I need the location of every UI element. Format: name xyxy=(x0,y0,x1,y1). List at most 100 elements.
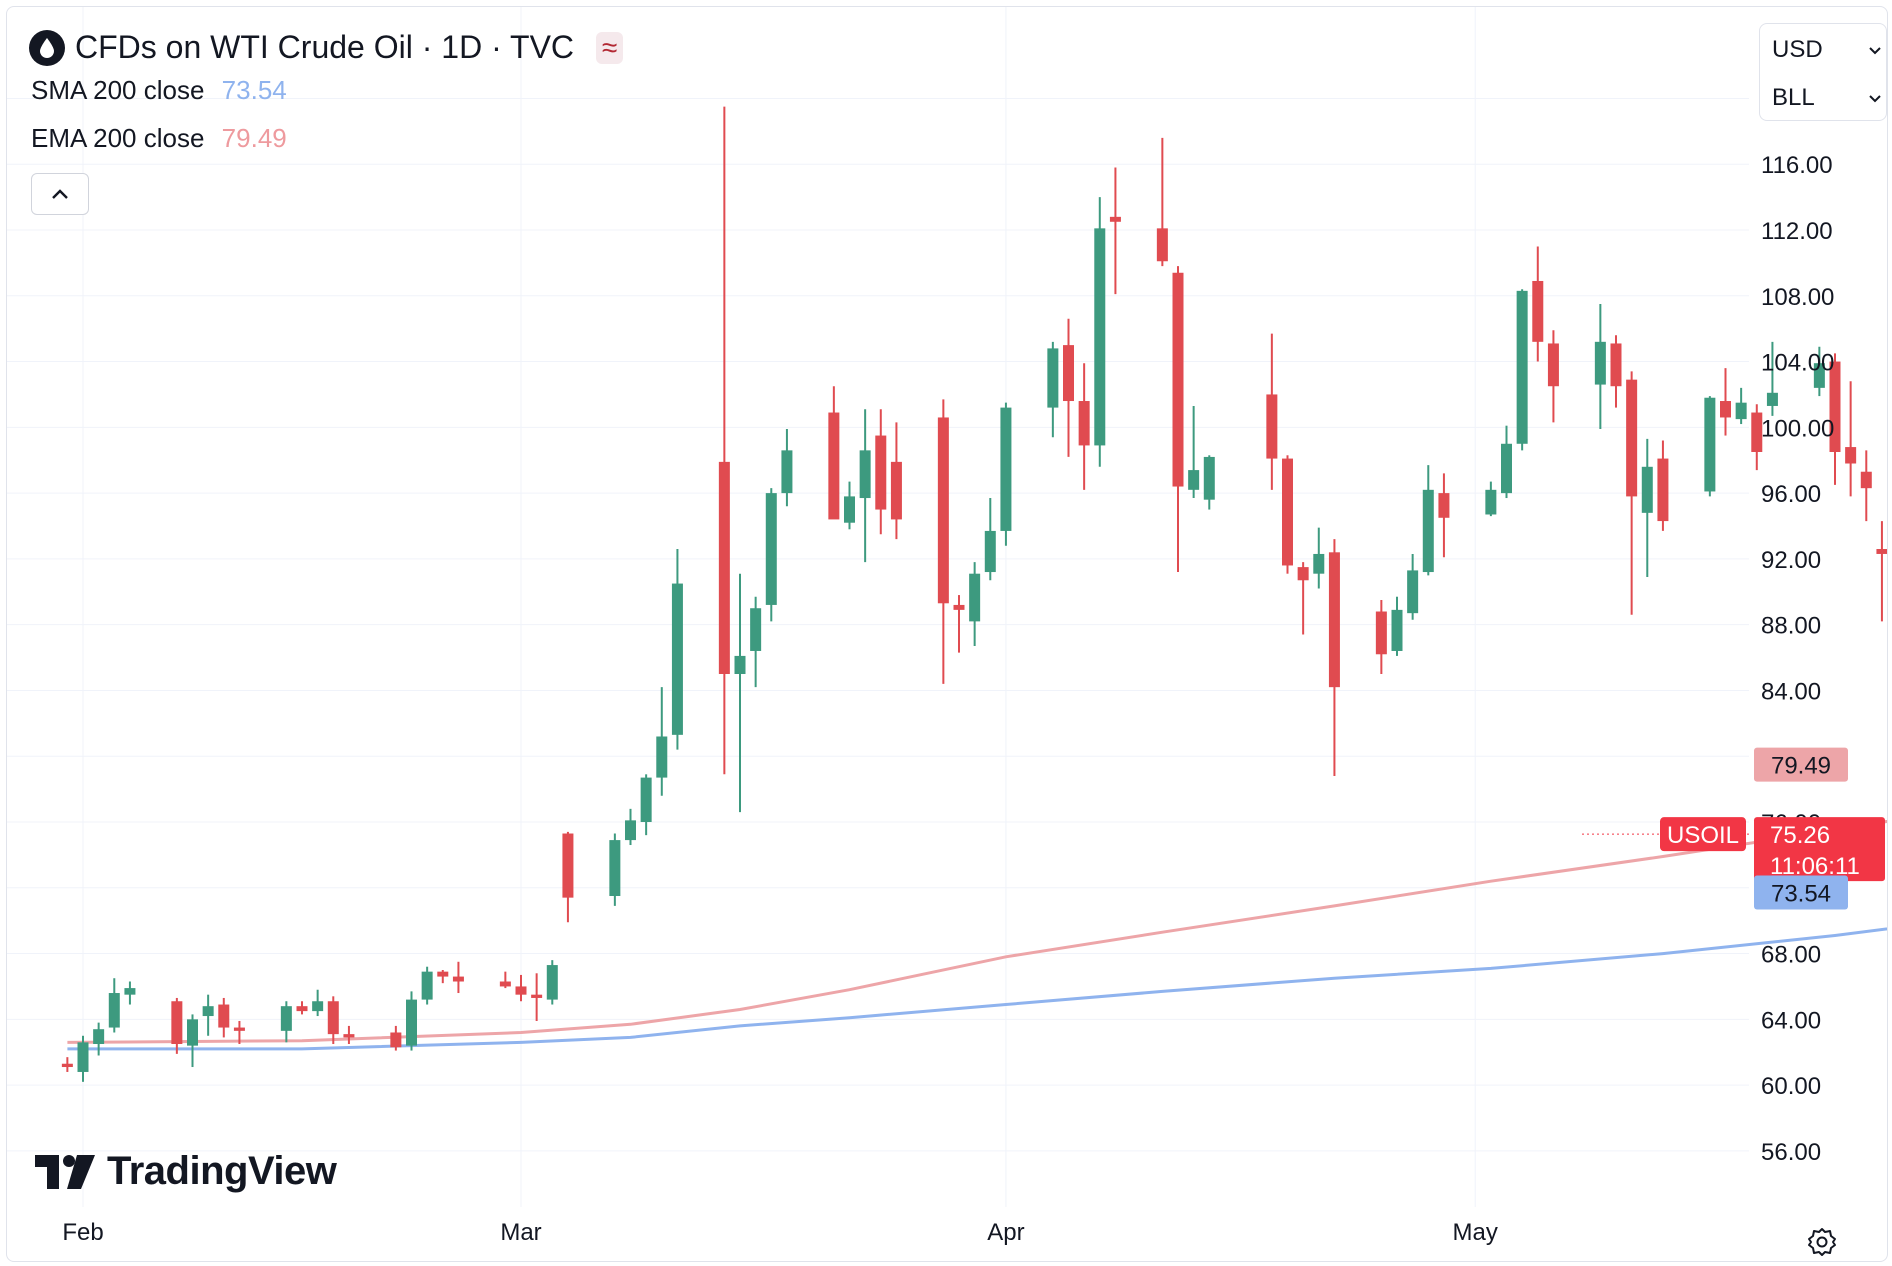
candle-body xyxy=(1109,216,1121,222)
ema-200-path xyxy=(67,819,1887,1044)
price-tick-label: 60.00 xyxy=(1761,1073,1821,1100)
candle xyxy=(609,833,621,906)
data-status-icon[interactable]: ≈ xyxy=(596,31,624,64)
time-tick-label: May xyxy=(1453,1219,1498,1246)
candle xyxy=(202,994,214,1036)
candle xyxy=(1156,137,1168,267)
candle xyxy=(1188,405,1200,499)
tradingview-logo[interactable]: TradingView xyxy=(35,1149,337,1194)
candle xyxy=(828,386,840,520)
candle xyxy=(93,1022,105,1056)
candle-body xyxy=(421,971,433,1000)
candle xyxy=(1766,341,1778,416)
ema-price-label-bg xyxy=(1754,747,1848,782)
price-tick-label: 84.00 xyxy=(1761,678,1821,705)
chevron-down-icon xyxy=(1869,47,1881,55)
candle-body xyxy=(984,530,996,573)
candle-body xyxy=(1657,458,1669,522)
candle-body xyxy=(844,496,855,523)
candle-body xyxy=(406,999,417,1046)
candle xyxy=(640,774,652,836)
candle-body xyxy=(515,986,527,995)
candle xyxy=(953,595,965,653)
candle xyxy=(1594,304,1606,429)
candle xyxy=(1845,381,1857,497)
candle xyxy=(390,1025,402,1051)
candle xyxy=(844,481,855,530)
candle-body xyxy=(1704,397,1716,492)
candle-body xyxy=(218,1004,230,1028)
collapse-legend-button[interactable] xyxy=(31,173,89,215)
currency-select[interactable]: USD xyxy=(1772,36,1882,64)
candle xyxy=(1532,246,1544,362)
candle-body xyxy=(1094,228,1106,446)
candle xyxy=(437,970,449,984)
price-chart[interactable]: 56.0060.0064.0068.0072.0076.0080.0084.00… xyxy=(7,7,1887,1261)
price-axis: 56.0060.0064.0068.0072.0076.0080.0084.00… xyxy=(1761,86,1834,1165)
candle xyxy=(546,960,558,1005)
candle xyxy=(781,428,793,507)
candle-body xyxy=(1720,401,1731,418)
candle xyxy=(171,997,183,1054)
symbol-title: CFDs on WTI Crude Oil · 1D · TVC xyxy=(75,29,575,65)
candle-body xyxy=(1313,553,1325,574)
candle-body xyxy=(1047,348,1059,408)
candle-body xyxy=(1156,228,1168,262)
unit-value: BLL xyxy=(1772,84,1815,111)
unit-select[interactable]: BLL xyxy=(1772,84,1882,112)
chart-frame: 56.0060.0064.0068.0072.0076.0080.0084.00… xyxy=(6,6,1888,1262)
candle xyxy=(984,498,996,581)
candle-body xyxy=(187,1019,198,1046)
candle xyxy=(1297,562,1309,635)
ema-price-label-text: 79.49 xyxy=(1771,753,1831,780)
candle xyxy=(1000,402,1012,546)
candle xyxy=(1203,455,1215,510)
candle xyxy=(296,1001,308,1015)
price-tick-label: 116.00 xyxy=(1761,152,1833,179)
tv-logo-icon xyxy=(35,1154,95,1189)
price-tick-label: 68.00 xyxy=(1761,942,1821,969)
grid-lines xyxy=(7,7,1749,1207)
candle xyxy=(1438,473,1450,558)
candle xyxy=(859,409,871,563)
candle xyxy=(1547,330,1559,423)
candle-body xyxy=(531,994,543,998)
candle-body xyxy=(437,971,449,977)
candle xyxy=(1328,539,1340,776)
settings-gear-icon[interactable] xyxy=(1807,1227,1837,1257)
candle-body xyxy=(327,1001,339,1035)
sma-200-line xyxy=(67,927,1887,1051)
candle-body xyxy=(312,1001,324,1012)
candle-body xyxy=(671,583,683,735)
candle xyxy=(1876,521,1887,622)
sma-legend[interactable]: SMA 200 close 73.54 xyxy=(31,75,287,106)
candle xyxy=(1266,333,1278,490)
ema-legend[interactable]: EMA 200 close 79.49 xyxy=(31,123,287,154)
candle xyxy=(937,399,949,684)
candle-body xyxy=(171,1001,183,1044)
candle xyxy=(77,1035,89,1082)
candle xyxy=(1391,596,1403,656)
candle xyxy=(1109,167,1121,295)
candle-body xyxy=(640,777,652,822)
candle-body xyxy=(1407,570,1419,614)
candle xyxy=(61,1057,73,1072)
candle-body xyxy=(499,981,511,987)
candle xyxy=(750,596,762,688)
candle-body xyxy=(390,1032,402,1048)
candle-body xyxy=(781,450,793,494)
price-tick-label: 100.00 xyxy=(1761,415,1834,442)
candle-body xyxy=(656,736,668,778)
candle-body xyxy=(93,1029,105,1044)
candle xyxy=(1063,318,1074,457)
ema-legend-value: 79.49 xyxy=(221,123,287,153)
price-tick-label: 104.00 xyxy=(1761,350,1834,377)
candle-body xyxy=(1735,402,1747,420)
candle-body xyxy=(1328,552,1340,688)
candle-body xyxy=(108,993,120,1028)
currency-value: USD xyxy=(1772,36,1823,63)
symbol-legend[interactable]: CFDs on WTI Crude Oil · 1D · TVC ≈ xyxy=(29,29,624,66)
candle-body xyxy=(718,461,730,674)
candle-body xyxy=(1532,280,1544,342)
candle-body xyxy=(859,450,871,499)
